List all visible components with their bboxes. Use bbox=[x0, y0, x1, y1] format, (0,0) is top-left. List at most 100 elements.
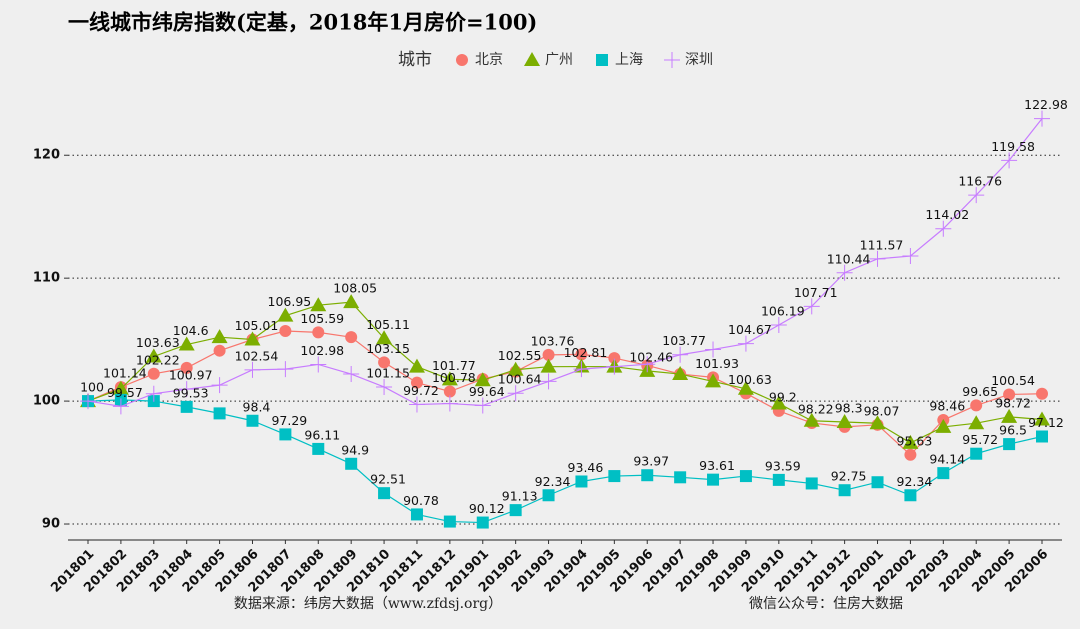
data-label: 98.4 bbox=[243, 399, 271, 414]
point bbox=[968, 415, 985, 430]
point bbox=[1036, 387, 1048, 400]
point bbox=[608, 470, 621, 483]
point bbox=[408, 358, 425, 373]
y-tick-label: 90 bbox=[42, 517, 60, 532]
point bbox=[312, 442, 325, 455]
point bbox=[476, 516, 489, 529]
data-label: 98.07 bbox=[864, 403, 900, 418]
chart-title: 一线城市纬房指数(定基，2018年1月房价=100) bbox=[68, 10, 537, 35]
footer-wechat: 微信公众号：住房大数据 bbox=[749, 596, 903, 612]
point bbox=[705, 373, 722, 388]
point bbox=[1034, 110, 1050, 127]
data-label: 97.29 bbox=[271, 413, 307, 428]
data-label: 103.63 bbox=[136, 335, 180, 350]
data-label: 103.15 bbox=[366, 341, 410, 356]
point bbox=[902, 248, 919, 265]
point bbox=[805, 477, 818, 490]
data-label: 103.76 bbox=[531, 333, 575, 348]
point bbox=[935, 418, 952, 433]
data-label: 94.14 bbox=[929, 452, 965, 467]
data-label: 105.59 bbox=[300, 311, 344, 326]
point bbox=[770, 395, 787, 410]
point bbox=[507, 385, 524, 402]
point bbox=[1001, 152, 1018, 169]
data-label: 99.65 bbox=[962, 384, 998, 399]
data-label: 99.64 bbox=[469, 384, 505, 399]
legend-label: 上海 bbox=[615, 52, 643, 68]
point bbox=[213, 344, 226, 357]
point bbox=[672, 366, 689, 381]
legend-label: 北京 bbox=[475, 52, 503, 68]
point bbox=[277, 361, 294, 378]
y-tick-label: 120 bbox=[33, 148, 60, 163]
data-label: 92.75 bbox=[831, 469, 867, 484]
point bbox=[310, 297, 327, 312]
point bbox=[935, 220, 952, 237]
series-line bbox=[87, 118, 1043, 407]
y-tick-label: 100 bbox=[33, 394, 60, 409]
point bbox=[509, 504, 522, 517]
data-label: 93.59 bbox=[765, 458, 801, 473]
data-label: 108.05 bbox=[333, 281, 377, 296]
point bbox=[1003, 388, 1016, 401]
point bbox=[474, 372, 491, 387]
point bbox=[507, 361, 524, 376]
point bbox=[606, 358, 623, 375]
data-label: 93.46 bbox=[568, 460, 604, 475]
data-label: 99.2 bbox=[769, 389, 797, 404]
point bbox=[345, 331, 358, 344]
point bbox=[575, 475, 588, 488]
point bbox=[246, 414, 259, 427]
point bbox=[1034, 411, 1050, 426]
data-label: 98.46 bbox=[929, 399, 965, 414]
data-label: 99.53 bbox=[173, 385, 209, 400]
point bbox=[869, 415, 886, 430]
data-label: 92.34 bbox=[535, 474, 571, 489]
data-label: 114.02 bbox=[925, 207, 969, 222]
data-label: 101.14 bbox=[103, 366, 147, 381]
data-label: 102.22 bbox=[136, 352, 180, 367]
data-label: 98.72 bbox=[995, 395, 1031, 410]
data-label: 94.9 bbox=[341, 442, 369, 457]
point bbox=[80, 393, 96, 410]
point bbox=[970, 399, 983, 412]
point bbox=[836, 264, 853, 281]
data-label: 93.61 bbox=[699, 458, 735, 473]
point bbox=[970, 447, 983, 460]
data-label: 119.58 bbox=[991, 139, 1035, 154]
point bbox=[739, 470, 752, 483]
data-label: 91.13 bbox=[502, 489, 538, 504]
data-label: 104.67 bbox=[728, 322, 772, 337]
point bbox=[441, 371, 458, 386]
point bbox=[772, 473, 785, 486]
data-label: 98.3 bbox=[835, 400, 863, 415]
data-label: 100.54 bbox=[991, 373, 1035, 388]
point bbox=[524, 52, 540, 66]
point bbox=[573, 361, 590, 378]
point bbox=[871, 476, 884, 489]
point bbox=[443, 385, 456, 398]
data-label: 99.57 bbox=[107, 385, 143, 400]
y-tick-label: 110 bbox=[33, 271, 60, 286]
data-label: 90.78 bbox=[403, 493, 439, 508]
point bbox=[441, 395, 458, 412]
point bbox=[737, 335, 754, 352]
point bbox=[180, 400, 193, 413]
data-label: 100.63 bbox=[728, 372, 772, 387]
point bbox=[540, 358, 557, 373]
point bbox=[408, 396, 425, 413]
data-label: 105.11 bbox=[366, 317, 410, 332]
data-label: 100.64 bbox=[498, 372, 542, 387]
point bbox=[803, 412, 820, 427]
data-label: 111.57 bbox=[860, 237, 904, 252]
point bbox=[410, 508, 423, 521]
point bbox=[575, 348, 588, 361]
data-label: 97.12 bbox=[1028, 415, 1064, 430]
point bbox=[279, 325, 292, 338]
data-label: 99.72 bbox=[403, 383, 439, 398]
point bbox=[180, 361, 193, 374]
point bbox=[836, 413, 853, 428]
point bbox=[211, 377, 228, 394]
point bbox=[213, 407, 226, 420]
point bbox=[145, 348, 162, 363]
